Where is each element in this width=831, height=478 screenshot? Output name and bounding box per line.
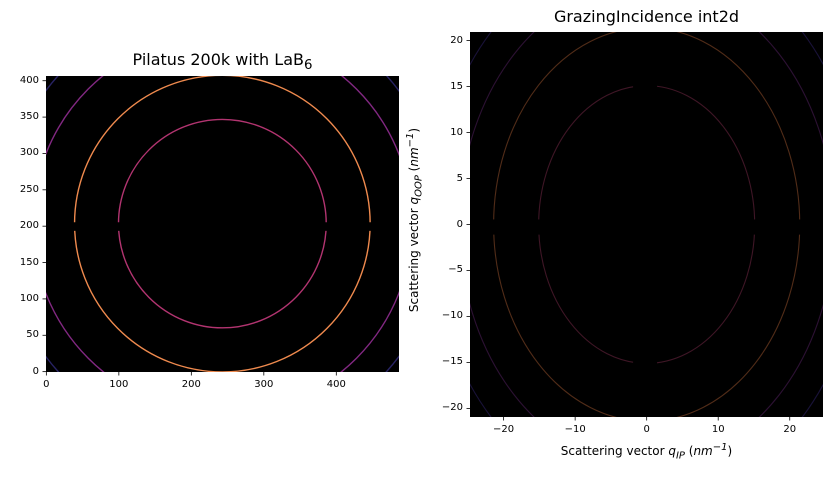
y-tick-label: 50: [26, 329, 39, 341]
y-tick-label: 150: [19, 256, 39, 268]
y-tick-label: −15: [441, 356, 463, 368]
y-tick-label: 250: [19, 183, 39, 195]
y-tick-label: 0: [456, 218, 463, 230]
y-tick-label: 200: [19, 220, 39, 232]
x-tick-label: 100: [109, 379, 129, 390]
diffraction-rings-layer: [470, 32, 823, 417]
plot-grazing-incidence: GrazingIncidence int2d Scattering vector…: [405, 7, 823, 461]
x-tick-label: 0: [43, 379, 50, 390]
x-tick-label: 10: [711, 424, 725, 435]
plot-pilatus-lab6: Pilatus 200k with LaB6 0 100 200 300 400 0 50 1…: [20, 50, 399, 390]
detector-image: [42, 76, 399, 376]
x-tick-label: −10: [564, 424, 586, 435]
x-tick-label: −20: [493, 424, 515, 435]
y-tick-label: 20: [450, 34, 463, 46]
diffraction-ring: [470, 32, 823, 417]
y-tick-label: 400: [19, 74, 39, 86]
y-tick-label: 350: [19, 111, 39, 123]
x-tick-label: 300: [254, 379, 274, 390]
y-tick-label: 10: [450, 126, 463, 138]
y-tick-label: 5: [456, 172, 463, 184]
plot-title: Pilatus 200k with LaB6: [132, 50, 313, 74]
y-tick-label: 15: [450, 80, 463, 92]
y-axis-label: Scattering vector qOOP (nm−1): [405, 127, 425, 313]
plot-title: GrazingIncidence int2d: [553, 7, 740, 26]
y-tick-label: −5: [448, 264, 463, 276]
y-tick-label: −10: [441, 310, 463, 322]
detector-module-gap: [46, 222, 399, 231]
x-axis-label: Scattering vector qIP (nm−1): [560, 442, 733, 462]
detector-image: [466, 32, 823, 421]
x-tick-label: 400: [326, 379, 346, 390]
x-tick-label: 20: [783, 424, 797, 435]
y-tick-label: −20: [441, 402, 463, 414]
x-tick-label: 200: [181, 379, 201, 390]
diffraction-rings-layer: [46, 76, 399, 372]
y-tick-label: 0: [32, 365, 39, 377]
y-tick-label: 300: [19, 147, 39, 159]
x-tick-label: 0: [643, 424, 650, 435]
detector-module-gap: [633, 32, 658, 417]
y-tick-label: 100: [19, 292, 39, 304]
